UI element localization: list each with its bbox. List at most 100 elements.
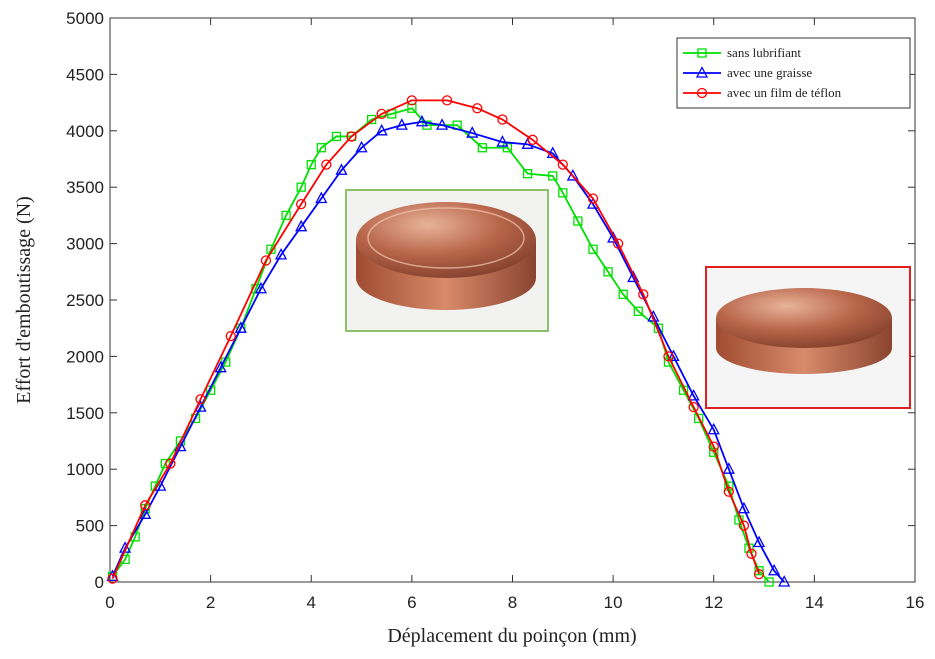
- legend-label: avec un film de téflon: [727, 85, 842, 100]
- series-line: [111, 120, 785, 583]
- marker: [140, 500, 151, 511]
- marker: [254, 281, 268, 294]
- marker: [708, 441, 719, 452]
- legend-label: sans lubrifiant: [727, 45, 801, 60]
- marker: [415, 114, 429, 127]
- marker: [296, 198, 307, 210]
- marker: [355, 140, 368, 153]
- marker: [548, 171, 558, 181]
- marker: [296, 182, 306, 192]
- y-tick-label: 2500: [66, 291, 104, 310]
- marker: [335, 163, 348, 175]
- marker: [764, 577, 774, 587]
- marker: [466, 126, 479, 138]
- marker: [696, 87, 708, 99]
- marker: [627, 270, 640, 283]
- y-tick-label: 0: [95, 573, 104, 592]
- y-tick-label: 3000: [66, 235, 104, 254]
- marker: [234, 321, 247, 333]
- marker: [722, 462, 735, 474]
- marker: [376, 108, 387, 120]
- y-tick-label: 5000: [66, 9, 104, 28]
- marker: [321, 159, 332, 170]
- marker: [496, 135, 509, 147]
- marker: [752, 535, 766, 548]
- marker: [694, 413, 704, 424]
- marker: [557, 159, 568, 170]
- marker: [375, 123, 388, 136]
- y-axis-label: Effort d'emboutissage (N): [13, 196, 35, 404]
- marker: [316, 143, 326, 153]
- marker: [527, 134, 538, 145]
- marker: [746, 548, 757, 559]
- marker: [295, 219, 308, 232]
- marker: [754, 566, 764, 576]
- marker: [315, 191, 328, 204]
- marker: [139, 507, 152, 519]
- photo-inset-2: [705, 266, 911, 409]
- marker: [306, 159, 316, 170]
- y-tick-label: 4000: [66, 122, 104, 141]
- marker: [618, 289, 628, 300]
- x-tick-label: 10: [604, 593, 623, 612]
- marker: [260, 255, 272, 266]
- marker: [214, 360, 227, 373]
- marker: [435, 118, 449, 130]
- x-tick-label: 0: [105, 593, 114, 612]
- marker: [768, 563, 781, 576]
- x-tick-label: 8: [508, 593, 517, 612]
- marker: [695, 66, 709, 78]
- marker: [707, 422, 720, 435]
- series-line: [111, 99, 760, 579]
- marker: [566, 169, 579, 181]
- marker: [687, 388, 700, 401]
- marker: [346, 131, 357, 142]
- marker: [106, 569, 119, 582]
- marker: [737, 501, 751, 514]
- photo-inset-1: [345, 189, 549, 332]
- marker: [281, 210, 291, 221]
- marker: [633, 306, 643, 316]
- marker: [502, 143, 513, 153]
- y-tick-label: 1000: [66, 460, 104, 479]
- marker: [603, 267, 613, 277]
- marker: [723, 486, 734, 497]
- x-tick-label: 4: [307, 593, 316, 612]
- legend: sans lubrifiant avec une graisse avec un f…: [676, 37, 911, 109]
- x-axis-label: Déplacement du poinçon (mm): [387, 625, 636, 647]
- marker: [663, 351, 674, 362]
- marker: [573, 216, 583, 226]
- y-tick-label: 500: [76, 517, 104, 536]
- marker: [753, 568, 765, 580]
- marker: [607, 231, 620, 243]
- x-tick-label: 16: [906, 593, 925, 612]
- legend-label: avec une graisse: [727, 65, 812, 80]
- marker: [395, 118, 408, 130]
- marker: [778, 575, 791, 587]
- marker: [688, 402, 699, 413]
- x-tick-label: 14: [805, 593, 824, 612]
- marker: [558, 188, 568, 198]
- marker: [331, 131, 342, 142]
- marker: [225, 330, 236, 342]
- y-tick-label: 2000: [66, 347, 104, 366]
- marker: [522, 169, 533, 179]
- marker: [165, 458, 176, 469]
- marker: [667, 349, 680, 362]
- marker: [441, 95, 453, 106]
- marker: [638, 289, 649, 300]
- y-tick-label: 4500: [66, 65, 104, 84]
- plot-area: 0 2 4 6 8 10 12 14 16 0 500 1000 1500 2000 2500 3000 350…: [66, 9, 924, 612]
- marker: [697, 48, 707, 58]
- marker: [107, 573, 118, 584]
- marker: [587, 193, 599, 204]
- marker: [613, 238, 624, 249]
- marker: [588, 244, 598, 254]
- marker: [472, 103, 483, 114]
- marker: [497, 114, 508, 125]
- x-tick-label: 2: [206, 593, 215, 612]
- marker: [274, 247, 288, 260]
- y-tick-label: 3500: [66, 178, 104, 197]
- marker: [195, 394, 206, 405]
- y-tick-label: 1500: [66, 404, 104, 423]
